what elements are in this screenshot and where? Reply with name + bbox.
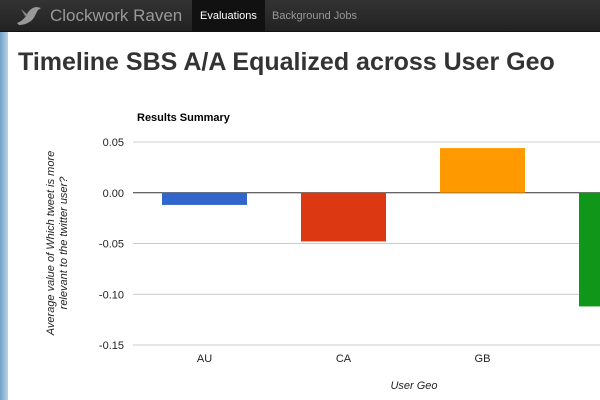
chart-title: Results Summary — [137, 112, 231, 124]
top-navbar: Clockwork Raven Evaluations Background J… — [0, 0, 600, 32]
y-tick-label: -0.10 — [99, 289, 124, 301]
bar-series-3 — [579, 192, 600, 307]
y-tick-label: -0.05 — [99, 239, 124, 251]
page-title: Timeline SBS A/A Equalized across User G… — [18, 48, 555, 76]
bar-ca — [301, 192, 386, 242]
left-accent-rail — [0, 32, 8, 400]
brand-link[interactable]: Clockwork Raven — [16, 0, 182, 32]
nav-evaluations[interactable]: Evaluations — [192, 0, 265, 32]
y-tick-label: -0.15 — [99, 340, 124, 352]
raven-logo-icon — [17, 7, 41, 25]
brand-name: Clockwork Raven — [50, 6, 183, 25]
bar-gb — [440, 148, 525, 193]
nav-background-jobs[interactable]: Background Jobs — [272, 10, 357, 22]
bar-au — [162, 192, 247, 205]
y-tick-label: 0.00 — [103, 188, 124, 200]
y-axis-label-line: relevant to the twitter user? — [58, 176, 70, 310]
x-tick-label: AU — [197, 353, 212, 365]
x-tick-label: CA — [336, 353, 352, 365]
x-axis-label: User Geo — [390, 380, 437, 392]
y-tick-label: 0.05 — [103, 137, 124, 149]
y-axis-label-line: Average value of Which tweet is more — [45, 151, 57, 336]
x-tick-label: GB — [475, 353, 491, 365]
